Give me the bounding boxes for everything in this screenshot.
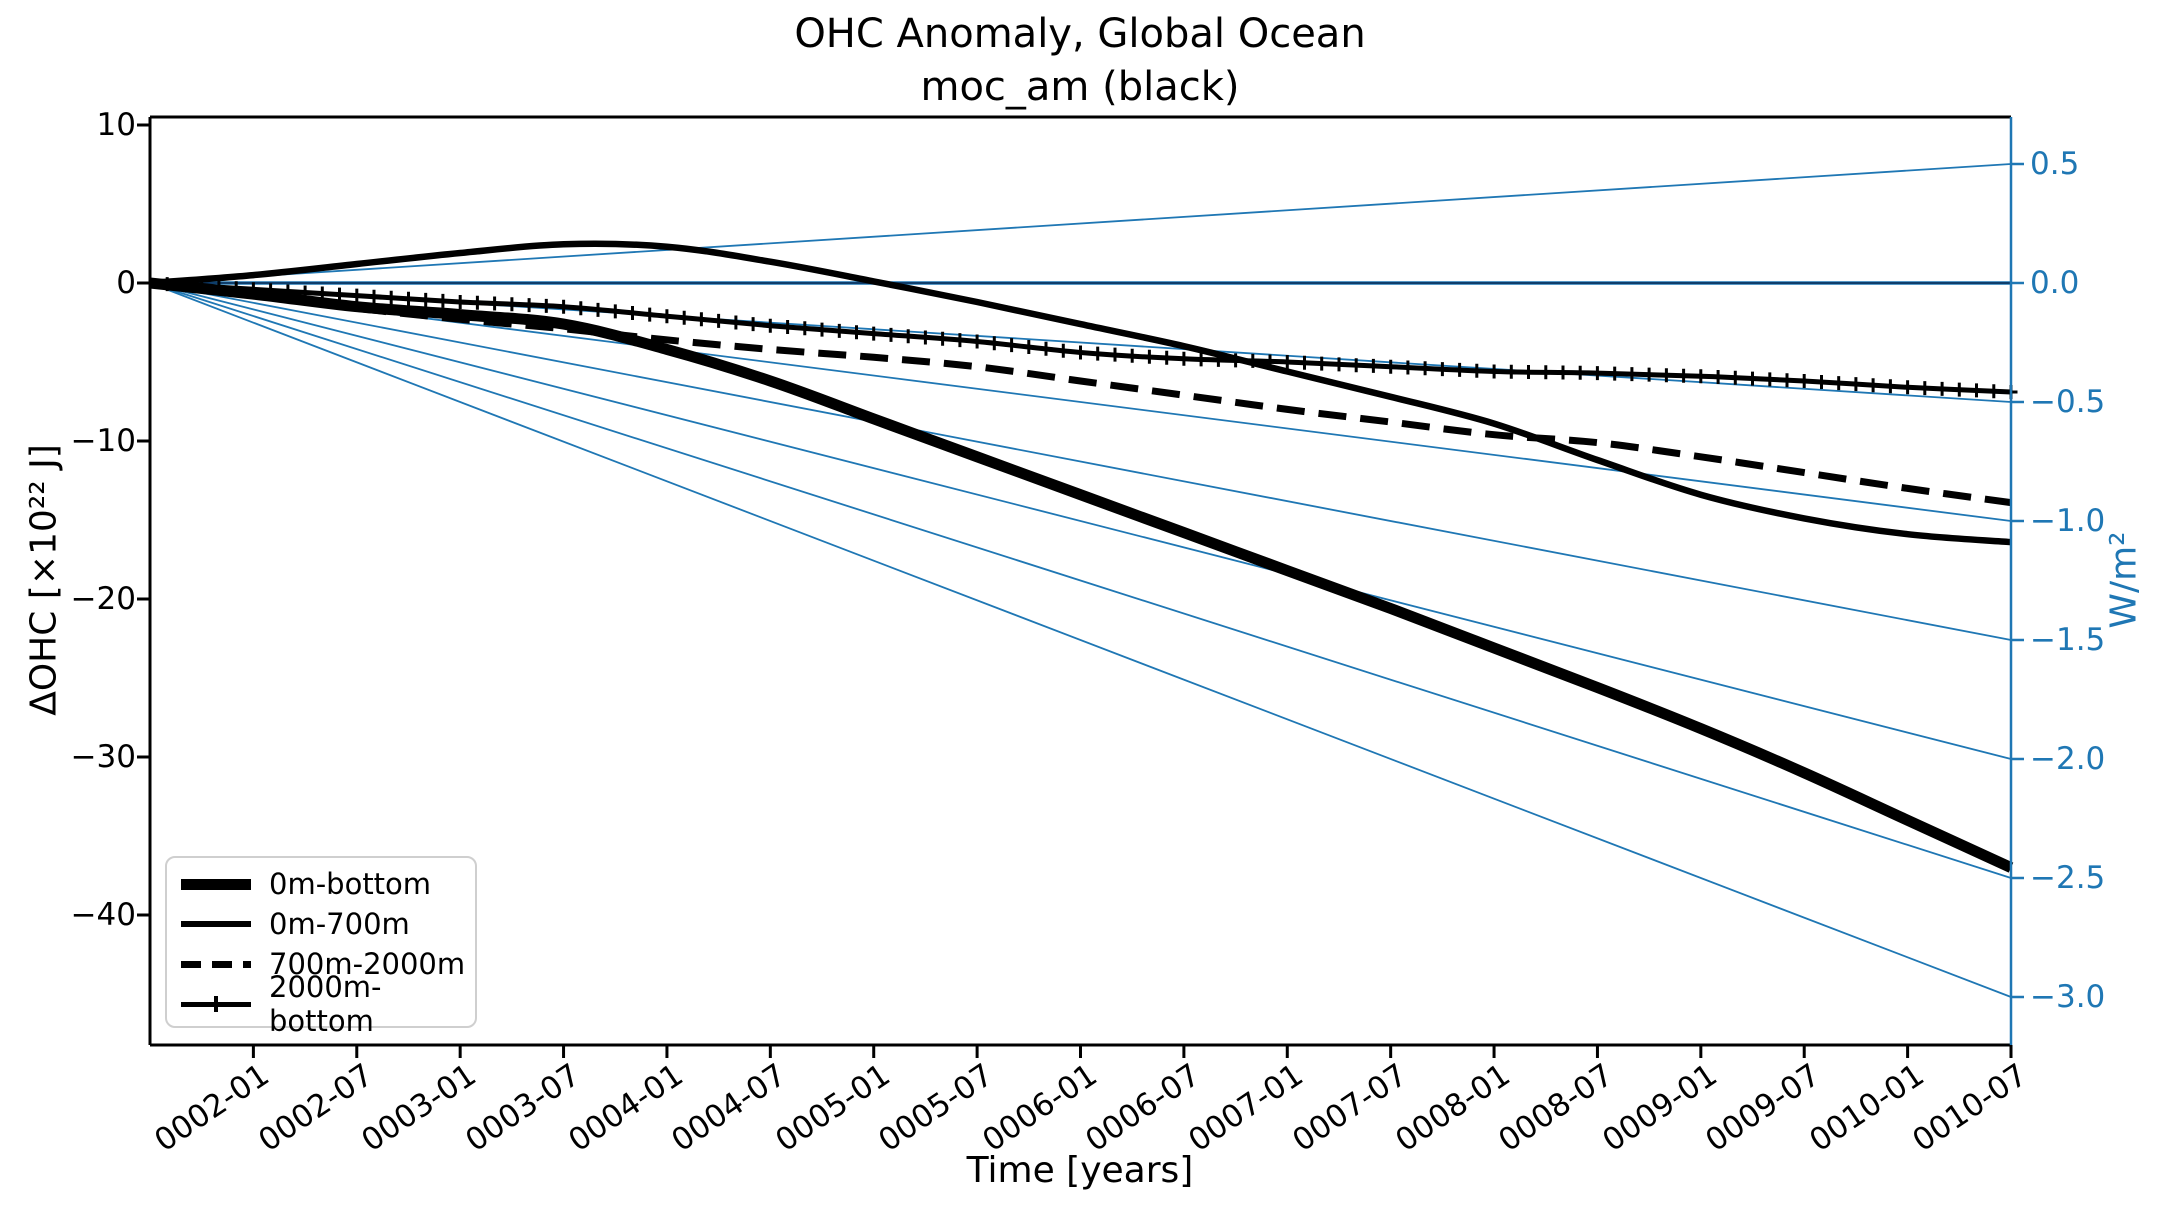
flux-line-0.5wm2 bbox=[149, 163, 2012, 284]
y-tick-label-left: −30 bbox=[70, 739, 136, 775]
legend-item-2000m-bottom: 2000m-bottom bbox=[181, 970, 475, 1038]
y-tick-label-left: −20 bbox=[70, 581, 136, 617]
legend-label: 2000m-bottom bbox=[269, 970, 382, 1038]
y-axis-label-right: W/m² bbox=[2103, 531, 2145, 629]
chart-title: OHC Anomaly, Global Ocean bbox=[794, 11, 1366, 57]
legend-swatch-thick-line bbox=[181, 878, 251, 890]
y-tick-label-right: −3.0 bbox=[2030, 979, 2106, 1015]
flux-line--2.5wm2 bbox=[149, 282, 2012, 879]
y-tick-label-right: −0.5 bbox=[2030, 384, 2106, 420]
chart-subtitle: moc_am (black) bbox=[920, 64, 1240, 111]
legend-label: 0m-700m bbox=[269, 907, 410, 941]
title-block: OHC Anomaly, Global Ocean moc_am (black) bbox=[794, 8, 1365, 114]
y-tick-label-right: 0.0 bbox=[2030, 265, 2080, 301]
legend-item-0m-700m: 0m-700m bbox=[181, 904, 475, 944]
legend-label: 0m-bottom bbox=[269, 867, 432, 901]
legend-label: 700m-2000m bbox=[269, 947, 466, 981]
legend-item-700m-2000m: 700m-2000m bbox=[181, 944, 475, 984]
legend-swatch-plus-marker-line bbox=[181, 996, 251, 1012]
series-curve-700m-2000m bbox=[149, 279, 2012, 507]
y-tick-label-right: −2.5 bbox=[2030, 860, 2106, 896]
y-tick-label-left: 10 bbox=[96, 107, 136, 143]
series-curve-0m-bottom bbox=[149, 277, 2014, 873]
x-axis-label: Time [years] bbox=[966, 1150, 1194, 1191]
y-tick-label-right: 0.5 bbox=[2030, 146, 2080, 182]
legend-swatch-solid-line bbox=[181, 921, 251, 927]
legend: 0m-bottom 0m-700m 700m-2000m 2000m-botto… bbox=[165, 856, 477, 1038]
flux-line--1.5wm2 bbox=[149, 282, 2012, 641]
y-tick-label-right: −1.0 bbox=[2030, 503, 2106, 539]
flux-line--3wm2 bbox=[149, 282, 2012, 998]
legend-item-0m-bottom: 0m-bottom bbox=[181, 864, 475, 904]
y-tick-label-left: −10 bbox=[70, 423, 136, 459]
y-tick-label-right: −1.5 bbox=[2030, 622, 2106, 658]
legend-swatch-dashed-line bbox=[181, 960, 251, 968]
y-tick-label-left: 0 bbox=[116, 265, 136, 301]
y-tick-label-left: −40 bbox=[70, 897, 136, 933]
flux-line--2wm2 bbox=[149, 282, 2012, 760]
series-curve-0m-700m bbox=[149, 240, 2012, 546]
flux-line--1wm2 bbox=[149, 282, 2012, 522]
y-tick-label-right: −2.0 bbox=[2030, 741, 2106, 777]
